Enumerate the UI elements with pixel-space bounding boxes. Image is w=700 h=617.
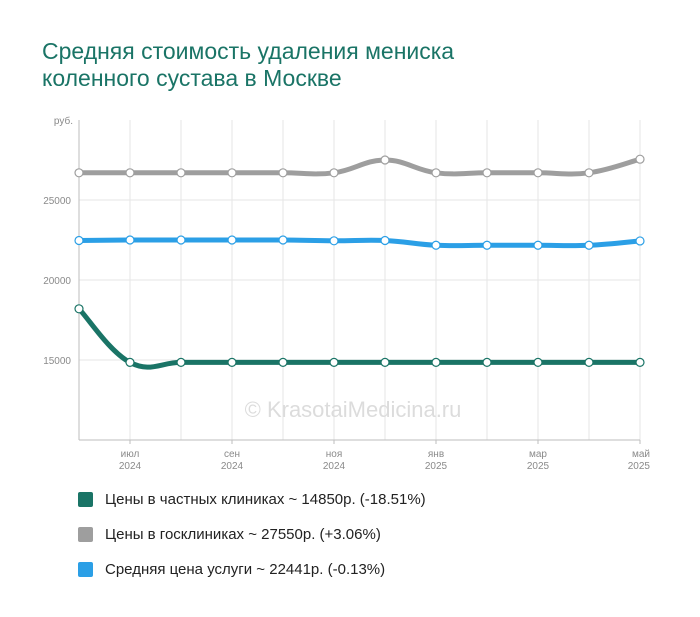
data-point[interactable] (74, 235, 84, 246)
x-tick-label-year: 2024 (119, 461, 142, 472)
x-tick-label-year: 2024 (323, 461, 346, 472)
data-point[interactable] (329, 357, 339, 367)
data-point[interactable] (584, 240, 594, 250)
legend-label-public: Цены в госклиниках ~ 27550р. (+3.06%) (105, 525, 381, 543)
y-axis-unit-label: руб. (54, 115, 73, 127)
line-chart: руб.150002000025000июл2024сен2024ноя2024… (43, 115, 650, 472)
x-tick-label-month: сен (224, 449, 240, 460)
data-point[interactable] (278, 168, 288, 178)
data-point[interactable] (227, 168, 237, 178)
data-point[interactable] (431, 240, 441, 250)
series-line (76, 237, 643, 249)
data-point[interactable] (635, 357, 645, 367)
data-point[interactable] (482, 357, 492, 367)
data-point[interactable] (533, 168, 543, 178)
chart-title-line-2: коленного сустава в Москве (42, 65, 342, 91)
data-point[interactable] (635, 154, 645, 164)
x-tick-label-month: янв (428, 449, 444, 460)
data-point[interactable] (74, 168, 84, 178)
x-tick-label-year: 2024 (221, 461, 244, 472)
series-layer (76, 156, 643, 370)
series-line (76, 306, 643, 370)
data-point[interactable] (482, 168, 492, 178)
data-point[interactable] (74, 304, 84, 314)
chart-title-line-1: Средняя стоимость удаления мениска (42, 38, 455, 64)
data-point[interactable] (329, 168, 339, 178)
data-point[interactable] (176, 235, 186, 245)
legend: Цены в частных клиниках ~ 14850р. (-18.5… (78, 488, 426, 593)
x-tick-label-year: 2025 (628, 461, 651, 472)
data-point[interactable] (125, 357, 135, 367)
x-tick-label-year: 2025 (527, 461, 550, 472)
y-tick-label: 25000 (43, 196, 71, 207)
legend-label-average: Средняя цена услуги ~ 22441р. (-0.13%) (105, 560, 386, 578)
data-point[interactable] (533, 357, 543, 367)
legend-swatch-private (78, 491, 93, 507)
data-point[interactable] (278, 357, 288, 367)
data-point[interactable] (125, 168, 135, 178)
x-tick-label-year: 2025 (425, 461, 448, 472)
points-layer (74, 154, 645, 367)
data-point[interactable] (380, 357, 390, 367)
data-point[interactable] (482, 240, 492, 250)
data-point[interactable] (227, 357, 237, 367)
chart-title: Средняя стоимость удаления мениска колен… (42, 38, 642, 92)
x-tick-label-month: июл (121, 449, 140, 460)
series-line (76, 156, 643, 177)
data-point[interactable] (584, 168, 594, 178)
data-point[interactable] (533, 240, 543, 250)
y-tick-label: 20000 (43, 276, 71, 287)
data-point[interactable] (329, 236, 339, 246)
watermark: © KrasotaiMedicina.ru (245, 397, 462, 422)
data-point[interactable] (278, 235, 288, 245)
data-point[interactable] (635, 236, 645, 246)
data-point[interactable] (176, 168, 186, 178)
data-point[interactable] (125, 235, 135, 245)
x-tick-label-month: май (632, 449, 650, 460)
x-tick-label-month: ноя (326, 449, 343, 460)
data-point[interactable] (380, 155, 390, 165)
x-tick-label-month: мар (529, 449, 547, 460)
data-point[interactable] (227, 235, 237, 245)
legend-item-average[interactable]: Средняя цена услуги ~ 22441р. (-0.13%) (78, 558, 426, 580)
legend-label-private: Цены в частных клиниках ~ 14850р. (-18.5… (105, 490, 426, 508)
y-tick-label: 15000 (43, 356, 71, 367)
data-point[interactable] (431, 168, 441, 178)
data-point[interactable] (431, 357, 441, 367)
legend-item-private[interactable]: Цены в частных клиниках ~ 14850р. (-18.5… (78, 488, 426, 510)
data-point[interactable] (584, 357, 594, 367)
legend-swatch-public (78, 526, 93, 542)
data-point[interactable] (176, 357, 186, 367)
data-point[interactable] (380, 235, 390, 246)
axes: руб.150002000025000июл2024сен2024ноя2024… (43, 115, 650, 472)
legend-item-public[interactable]: Цены в госклиниках ~ 27550р. (+3.06%) (78, 523, 426, 545)
legend-swatch-average (78, 561, 93, 577)
